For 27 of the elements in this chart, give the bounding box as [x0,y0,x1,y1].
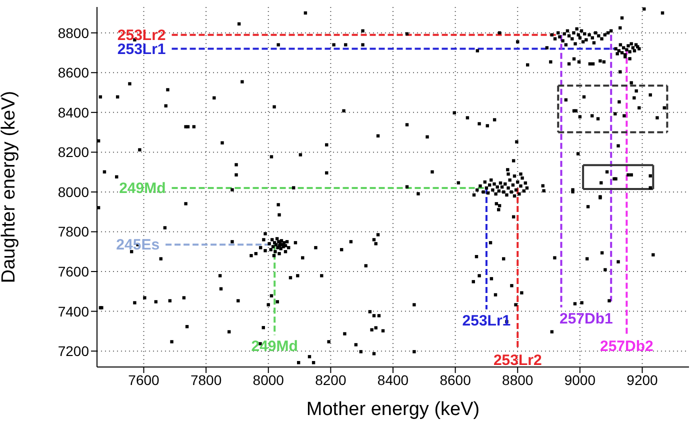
series-label: 257Db2 [600,338,654,356]
x-tick-label: 8200 [315,372,346,388]
y-tick-label: 7600 [58,264,90,280]
x-tick-label: 9000 [564,372,596,388]
x-tick-label: 8800 [502,372,534,388]
y-tick-label: 8400 [58,104,90,120]
y-tick-label: 8000 [58,184,90,200]
y-tick-label: 7200 [58,343,90,360]
y-tick-label: 8600 [58,64,90,81]
x-tick-label: 8000 [252,372,284,388]
series-label: 245Es [116,236,160,254]
series-label: 249Md [251,338,298,356]
x-tick-label: 8400 [377,372,409,388]
x-axis-title: Mother energy (keV) [306,399,480,420]
series-label: 249Md [119,180,166,197]
y-tick-label: 8800 [58,24,90,41]
x-tick-label: 7800 [190,372,222,388]
y-tick-label: 7800 [58,224,90,240]
series-label: 257Db1 [559,310,613,328]
y-tick-label: 7400 [58,303,90,320]
series-label: 253Lr2 [493,352,542,370]
y-tick-label: 8200 [58,144,90,160]
x-tick-label: 8600 [440,372,472,388]
x-tick-label: 9200 [626,372,658,388]
y-axis-title: Daughter energy (keV) [0,90,20,284]
x-tick-label: 7600 [128,372,160,388]
series-label: 253Lr1 [462,312,511,330]
